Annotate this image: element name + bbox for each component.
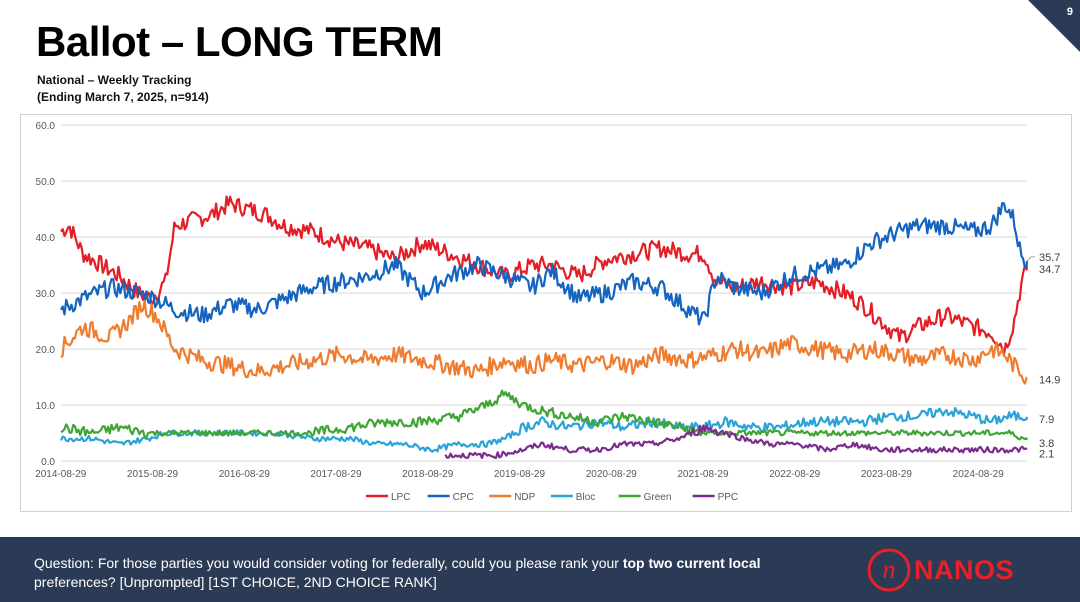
legend-label-cpc: CPC (453, 492, 474, 503)
end-label-leader (1026, 256, 1035, 262)
question-prefix: Question: For those parties you would co… (34, 555, 623, 571)
x-tick-label: 2014-08-29 (35, 469, 87, 480)
legend-label-ndp: NDP (514, 492, 535, 503)
x-tick-label: 2019-08-29 (494, 469, 546, 480)
series-line-ndp (60, 299, 1028, 385)
logo-mark-letter: n (883, 555, 896, 584)
x-tick-label: 2017-08-29 (310, 469, 362, 480)
series-line-ppc (444, 424, 1028, 460)
legend-label-green: Green (644, 492, 672, 503)
x-tick-label: 2022-08-29 (769, 469, 821, 480)
end-label-bloc: 7.9 (1039, 414, 1054, 426)
nanos-logo-text: NANOS (914, 555, 1015, 585)
question-suffix: preferences? [Unprompted] [1ST CHOICE, 2… (34, 574, 437, 590)
page-corner (1028, 0, 1080, 52)
y-tick-label: 0.0 (41, 457, 55, 468)
end-label-lpc: 34.7 (1039, 264, 1060, 276)
x-tick-label: 2020-08-29 (586, 469, 638, 480)
end-label-ppc: 2.1 (1039, 448, 1054, 460)
y-tick-label: 30.0 (36, 289, 56, 300)
x-tick-label: 2024-08-29 (953, 469, 1005, 480)
x-tick-label: 2016-08-29 (219, 469, 271, 480)
chart-panel: 60.0 50.0 40.0 30.0 20.0 10.0 0.0 2014-08-29 201… (20, 114, 1072, 512)
x-tick-label: 2015-08-29 (127, 469, 179, 480)
legend-label-lpc: LPC (391, 492, 410, 503)
series-line-green (60, 389, 1029, 441)
question-bold: top two current local (622, 555, 761, 571)
legend-label-ppc: PPC (718, 492, 739, 503)
legend-label-bloc: Bloc (576, 492, 595, 503)
y-tick-label: 60.0 (36, 121, 56, 132)
page-title: Ballot – LONG TERM (36, 18, 443, 65)
y-tick-label: 50.0 (36, 177, 56, 188)
x-tick-label: 2023-08-29 (861, 469, 913, 480)
y-tick-label: 40.0 (36, 233, 56, 244)
question-text: Question: For those parties you would co… (34, 554, 834, 592)
x-tick-label: 2018-08-29 (402, 469, 454, 480)
nanos-logo-mark: n (867, 548, 911, 592)
end-label-green: 3.8 (1039, 438, 1054, 450)
page-number: 9 (1066, 6, 1073, 18)
x-tick-label: 2021-08-29 (677, 469, 729, 480)
series-line-lpc (60, 195, 1029, 356)
footer-bar: Question: For those parties you would co… (0, 537, 1080, 602)
series-line-cpc (60, 201, 1029, 326)
subtitle-sample: (Ending March 7, 2025, n=914) (37, 90, 209, 104)
end-label-ndp: 14.9 (1039, 375, 1060, 387)
y-tick-label: 10.0 (36, 401, 56, 412)
subtitle-tracking: National – Weekly Tracking (37, 73, 192, 87)
nanos-logo: n NANOS (866, 547, 1026, 593)
y-tick-label: 20.0 (36, 345, 56, 356)
end-label-cpc: 35.7 (1039, 252, 1060, 264)
